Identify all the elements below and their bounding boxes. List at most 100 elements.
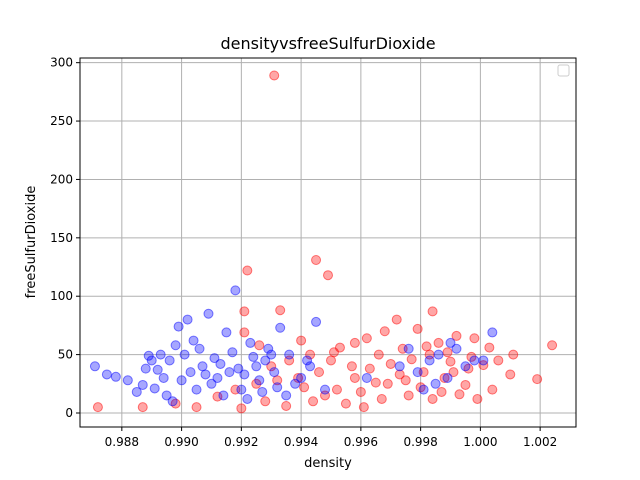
red-data-point bbox=[445, 356, 456, 367]
red-data-point bbox=[323, 270, 333, 281]
red-data-point bbox=[340, 398, 351, 409]
red-data-point bbox=[373, 349, 384, 360]
blue-data-point bbox=[272, 382, 283, 393]
blue-data-point bbox=[215, 358, 226, 369]
red-data-point bbox=[236, 403, 247, 414]
red-data-point bbox=[92, 402, 103, 413]
blue-data-point bbox=[191, 384, 202, 395]
blue-data-point bbox=[218, 390, 229, 401]
red-data-point bbox=[400, 375, 411, 386]
blue-data-point bbox=[257, 386, 268, 397]
red-data-point bbox=[364, 363, 375, 374]
blue-data-point bbox=[260, 355, 271, 366]
blue-data-point bbox=[89, 361, 100, 372]
red-data-point bbox=[242, 265, 253, 276]
red-data-point bbox=[311, 255, 322, 266]
red-data-point bbox=[505, 369, 516, 380]
red-data-point bbox=[275, 305, 286, 316]
red-data-point bbox=[314, 367, 325, 378]
blue-data-point bbox=[248, 351, 259, 362]
blue-data-point bbox=[161, 390, 172, 401]
red-data-point bbox=[269, 70, 280, 81]
blue-data-point bbox=[469, 355, 480, 366]
plot-area-frame bbox=[79, 57, 577, 428]
red-data-point bbox=[361, 333, 372, 344]
blue-data-point bbox=[209, 353, 220, 364]
blue-data-point bbox=[194, 343, 205, 354]
x-tick-label: 0.996 bbox=[344, 435, 378, 449]
blue-data-point bbox=[233, 363, 244, 374]
blue-data-point bbox=[266, 349, 277, 360]
blue-data-point bbox=[254, 375, 265, 386]
red-data-point bbox=[487, 384, 498, 395]
blue-data-point bbox=[170, 340, 181, 351]
red-data-point bbox=[191, 402, 202, 413]
blue-data-point bbox=[302, 355, 313, 366]
blue-data-point bbox=[197, 361, 208, 372]
blue-data-point bbox=[110, 371, 121, 382]
red-data-point bbox=[293, 372, 304, 383]
red-data-point bbox=[394, 369, 405, 380]
blue-data-point bbox=[242, 393, 253, 404]
red-data-point bbox=[355, 386, 366, 397]
blue-data-point bbox=[269, 367, 280, 378]
blue-data-point bbox=[158, 372, 169, 383]
y-tick-label: 200 bbox=[50, 172, 73, 186]
blue-data-point bbox=[418, 384, 429, 395]
blue-data-point bbox=[185, 367, 196, 378]
red-data-point bbox=[349, 372, 360, 383]
red-data-point bbox=[484, 342, 495, 353]
red-data-point bbox=[308, 396, 319, 407]
blue-data-point bbox=[403, 343, 414, 354]
x-tick-label: 0.988 bbox=[105, 435, 139, 449]
blue-data-point bbox=[284, 349, 295, 360]
blue-data-point bbox=[212, 372, 223, 383]
blue-data-point bbox=[311, 316, 322, 327]
red-data-point bbox=[137, 402, 148, 413]
red-data-point bbox=[379, 326, 390, 337]
red-data-point bbox=[547, 340, 558, 351]
blue-data-point bbox=[296, 372, 307, 383]
blue-data-point bbox=[200, 369, 211, 380]
axis-ticks: 0.988 0.990 0.992 0.994 0.996 0.998 1.000 1.002… bbox=[50, 56, 557, 449]
blue-data-point bbox=[290, 378, 301, 389]
red-data-point bbox=[281, 400, 292, 411]
red-data-point bbox=[349, 337, 360, 348]
red-data-point bbox=[385, 358, 396, 369]
blue-data-point bbox=[182, 314, 193, 325]
blue-data-point bbox=[412, 367, 423, 378]
x-tick-label: 1.002 bbox=[523, 435, 557, 449]
x-axis-label: density bbox=[304, 456, 352, 471]
blue-data-point bbox=[221, 327, 232, 338]
blue-data-point bbox=[188, 335, 199, 346]
red-data-point bbox=[391, 314, 402, 325]
blue-data-point bbox=[224, 367, 235, 378]
red-data-point bbox=[328, 347, 339, 358]
x-tick-label: 0.992 bbox=[224, 435, 258, 449]
red-data-point bbox=[266, 361, 277, 372]
red-data-point bbox=[260, 396, 271, 407]
blue-data-point bbox=[167, 396, 178, 407]
red-data-point bbox=[299, 382, 310, 393]
blue-data-point bbox=[146, 355, 157, 366]
chart-title: densityvsfreeSulfurDioxide bbox=[220, 34, 435, 53]
grid bbox=[80, 58, 576, 427]
y-tick-label: 0 bbox=[65, 406, 73, 420]
red-data-point bbox=[403, 390, 414, 401]
red-data-point bbox=[406, 354, 417, 365]
blue-data-point bbox=[460, 361, 471, 372]
blue-data-point bbox=[251, 361, 262, 372]
red-data-point bbox=[376, 393, 387, 404]
data-points bbox=[89, 70, 558, 414]
red-data-point bbox=[493, 355, 504, 366]
red-data-point bbox=[239, 306, 250, 317]
red-data-point bbox=[427, 306, 438, 317]
blue-data-point bbox=[430, 378, 441, 389]
y-tick-label: 300 bbox=[50, 56, 73, 70]
red-data-point bbox=[448, 367, 459, 378]
red-data-point bbox=[433, 337, 444, 348]
red-data-point bbox=[472, 393, 483, 404]
blue-data-point bbox=[137, 379, 148, 390]
x-tick-label: 1.000 bbox=[463, 435, 497, 449]
blue-data-point bbox=[478, 355, 489, 366]
